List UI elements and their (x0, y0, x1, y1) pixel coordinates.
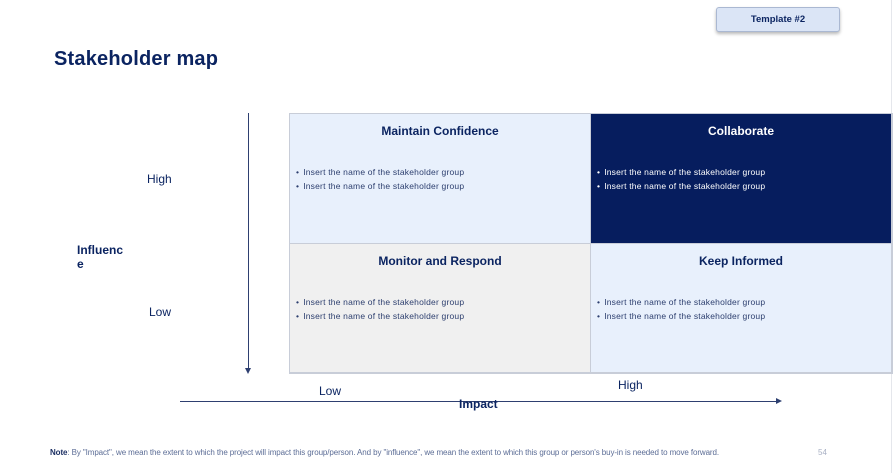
stakeholder-list: Insert the name of the stakeholder group… (296, 166, 464, 193)
stakeholder-list: Insert the name of the stakeholder group… (296, 296, 464, 323)
quadrant-monitor-and-respond: Monitor and Respond Insert the name of t… (290, 244, 590, 372)
stakeholder-list-item: Insert the name of the stakeholder group (597, 296, 765, 310)
footnote: Note: By "Impact", we mean the extent to… (50, 448, 810, 457)
impact-axis-label: Impact (459, 397, 498, 411)
quadrant-title: Keep Informed (698, 254, 783, 268)
quadrant-keep-informed: Keep Informed Insert the name of the sta… (591, 244, 891, 372)
influence-high-label: High (147, 172, 172, 186)
influence-axis-label: Influence (77, 243, 124, 271)
stakeholder-list: Insert the name of the stakeholder group… (597, 296, 765, 323)
influence-low-label: Low (149, 305, 172, 319)
stakeholder-list-item: Insert the name of the stakeholder group (296, 180, 464, 194)
stakeholder-list-item: Insert the name of the stakeholder group (597, 166, 765, 180)
impact-low-label: Low (319, 384, 342, 398)
quadrant-title: Monitor and Respond (378, 254, 502, 268)
quadrant-title: Maintain Confidence (381, 124, 499, 138)
quadrant-title: Collaborate (707, 124, 774, 138)
stakeholder-list-item: Insert the name of the stakeholder group (597, 310, 765, 324)
page-number: 54 (818, 448, 827, 457)
stakeholder-list-item: Insert the name of the stakeholder group (296, 296, 464, 310)
influence-axis-arrowhead (245, 368, 251, 374)
stakeholder-list-item: Insert the name of the stakeholder group (296, 166, 464, 180)
quadrant-collaborate: Collaborate Insert the name of the stake… (591, 114, 891, 243)
stakeholder-matrix: Maintain Confidence Insert the name of t… (289, 113, 893, 374)
footnote-text: : By "Impact", we mean the extent to whi… (67, 448, 719, 457)
impact-axis-arrowhead (776, 398, 782, 404)
stakeholder-list-item: Insert the name of the stakeholder group (296, 310, 464, 324)
influence-axis-line (248, 113, 249, 371)
stakeholder-list-item: Insert the name of the stakeholder group (597, 180, 765, 194)
impact-axis-line (180, 401, 777, 402)
template-badge: Template #2 (716, 7, 840, 32)
footnote-label: Note (50, 448, 68, 457)
impact-high-label: High (618, 378, 643, 392)
page-title: Stakeholder map (54, 48, 219, 70)
stakeholder-list: Insert the name of the stakeholder group… (597, 166, 765, 193)
quadrant-maintain-confidence: Maintain Confidence Insert the name of t… (290, 114, 590, 243)
